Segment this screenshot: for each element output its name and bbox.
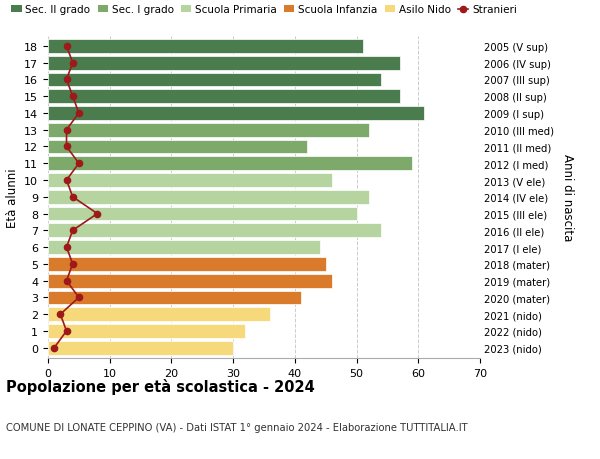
Bar [48,140,307,154]
Bar [48,207,356,221]
Bar [48,257,326,271]
Bar [48,274,332,288]
Text: Popolazione per età scolastica - 2024: Popolazione per età scolastica - 2024 [6,379,315,395]
Bar [48,90,400,104]
Y-axis label: Anni di nascita: Anni di nascita [560,154,574,241]
Bar [48,40,363,54]
Bar [48,157,412,171]
Bar [48,73,381,87]
Text: COMUNE DI LONATE CEPPINO (VA) - Dati ISTAT 1° gennaio 2024 - Elaborazione TUTTIT: COMUNE DI LONATE CEPPINO (VA) - Dati IST… [6,422,467,432]
Bar [48,341,233,355]
Bar [48,241,320,254]
Bar [48,308,270,321]
Bar [48,190,369,204]
Bar [48,107,424,121]
Bar [48,325,245,338]
Bar [48,174,332,187]
Y-axis label: Età alunni: Età alunni [5,168,19,227]
Bar [48,224,381,238]
Bar [48,56,400,70]
Legend: Sec. II grado, Sec. I grado, Scuola Primaria, Scuola Infanzia, Asilo Nido, Stran: Sec. II grado, Sec. I grado, Scuola Prim… [11,5,517,15]
Bar [48,123,369,137]
Bar [48,291,301,305]
